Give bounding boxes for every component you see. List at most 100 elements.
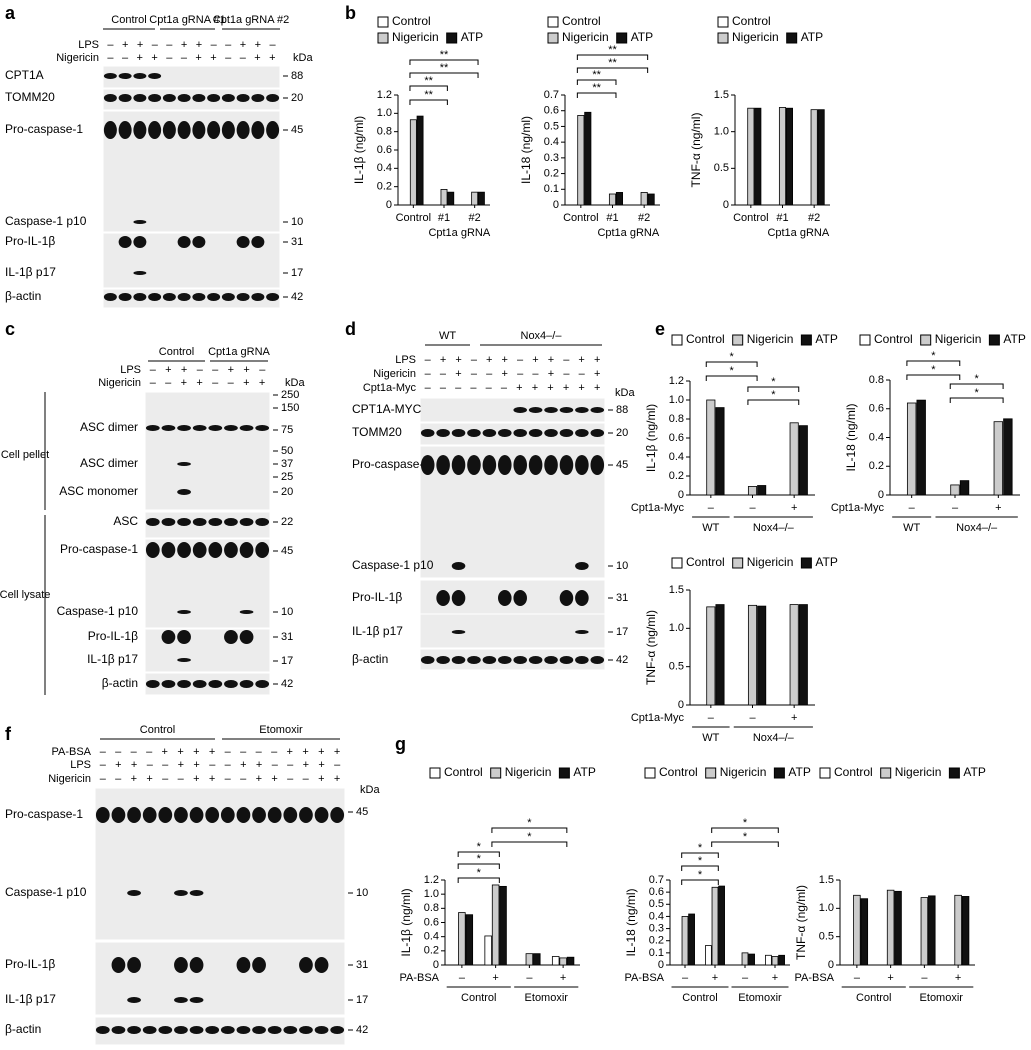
band [528, 455, 543, 475]
band [451, 656, 466, 664]
x-tick-label: + [560, 972, 566, 984]
significance-bracket [576, 79, 617, 85]
row-label: β-actin [5, 289, 41, 303]
significance-bracket [491, 827, 568, 833]
legend-label: Control [659, 765, 698, 779]
y-axis-label: IL-18 (ng/ml) [519, 116, 533, 184]
kda-marker: 42 [281, 678, 293, 690]
panel-letter: e [655, 319, 665, 339]
membrane [102, 88, 281, 111]
band [252, 807, 266, 823]
legend-swatch [920, 334, 932, 346]
y-tick-label: 0.2 [669, 470, 684, 482]
y-tick-label: 0.8 [669, 413, 684, 425]
x-tick-label: – [952, 502, 959, 514]
row-label: Pro-IL-1β [88, 629, 138, 643]
band [239, 542, 254, 558]
significance-bracket [457, 863, 500, 869]
y-tick-label: 0.2 [544, 167, 559, 179]
y-tick-label: 0.6 [649, 886, 664, 898]
legend-swatch [490, 767, 502, 779]
x-tick-label: + [995, 502, 1001, 514]
band [482, 429, 497, 437]
kda-marker: 10 [356, 887, 368, 899]
legend-label: ATP [801, 30, 823, 44]
band [142, 1026, 157, 1034]
x-tick-label: – [708, 712, 715, 724]
band [239, 518, 254, 526]
kda-label: kDa [615, 387, 635, 399]
band [559, 590, 574, 606]
group-label: WT [702, 732, 719, 744]
kda-marker: 31 [291, 236, 303, 248]
band [224, 630, 238, 644]
y-tick-label: 0.4 [377, 162, 392, 174]
band [189, 997, 204, 1003]
row-label: Caspase-1 p10 [352, 558, 434, 572]
kda-marker: 31 [616, 592, 628, 604]
y-tick-label: 0.3 [544, 152, 559, 164]
bar [525, 953, 534, 966]
bar [757, 485, 767, 496]
bar [741, 952, 749, 966]
band [251, 293, 265, 301]
legend-swatch [671, 334, 683, 346]
band [498, 656, 512, 664]
band [158, 807, 173, 823]
x-axis-label: Cpt1a gRNA [428, 227, 490, 239]
group-label: Control [682, 992, 717, 1004]
y-tick-label: 0.1 [544, 183, 559, 195]
band [236, 94, 250, 102]
x-tick-label: Control [733, 212, 768, 224]
significance-bracket [457, 851, 500, 857]
band [95, 807, 110, 823]
legend-label: Nigericin [747, 332, 794, 346]
row-label: β-actin [102, 676, 138, 690]
band [283, 807, 298, 823]
legend-label: Control [732, 14, 771, 28]
band [174, 807, 188, 823]
bar [757, 605, 767, 706]
y-tick-label: 0.6 [544, 105, 559, 117]
band [559, 429, 574, 437]
band [314, 807, 329, 823]
group-label: Nox4–/– [753, 732, 795, 744]
kda-marker: 88 [291, 70, 303, 82]
legend-swatch [880, 767, 892, 779]
bar [647, 193, 655, 206]
legend-swatch [786, 32, 798, 44]
treatment-signs: – + + – – + + – – + + – [107, 39, 276, 51]
bar [778, 107, 787, 206]
legend-swatch [558, 767, 570, 779]
band [436, 429, 450, 437]
bar [959, 480, 970, 496]
band [255, 518, 270, 526]
band [192, 121, 206, 139]
panel-letter: b [345, 3, 356, 23]
significance-label: * [743, 831, 748, 843]
band [208, 425, 223, 431]
band [239, 680, 254, 688]
band [148, 293, 162, 301]
bar [747, 604, 758, 706]
bar [928, 895, 936, 966]
y-tick-label: 0.8 [377, 126, 392, 138]
band [467, 455, 481, 475]
legend-swatch [948, 767, 960, 779]
band [189, 807, 204, 823]
band [251, 121, 265, 139]
band [544, 429, 558, 437]
legend-swatch [732, 334, 744, 346]
band [177, 94, 191, 102]
band [189, 890, 204, 896]
treatment-label: LPS [120, 364, 141, 376]
band [513, 656, 527, 664]
y-tick-label: 1.5 [819, 874, 834, 886]
legend-label: Control [392, 14, 431, 28]
y-tick-label: 0 [386, 199, 392, 211]
y-tick-label: 0.6 [377, 144, 392, 156]
band [118, 94, 132, 102]
kda-marker: 250 [281, 389, 299, 401]
bar [409, 119, 417, 206]
band [127, 957, 141, 973]
